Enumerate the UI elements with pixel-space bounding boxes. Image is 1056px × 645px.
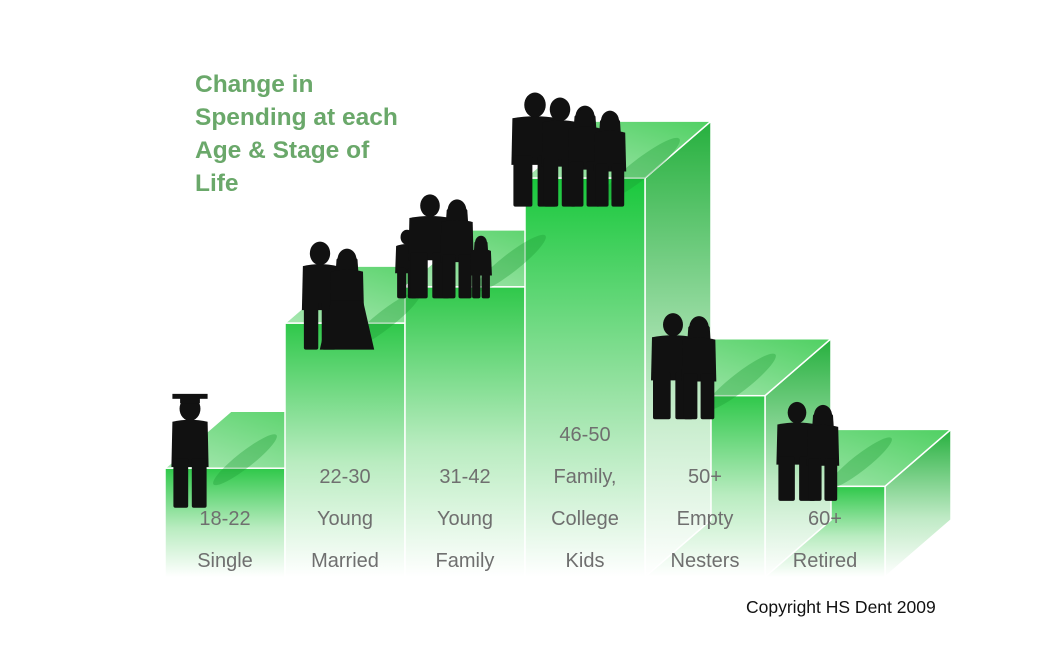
bar-label-line: Empty [677,508,734,530]
bar-label: 31-42 Young Family [436,466,495,572]
bar-label: 22-30 Young Married [311,466,379,572]
bar-label: 18-22 Single [197,508,253,572]
bar-label-line: 46-50 [559,424,610,446]
copyright-text: Copyright HS Dent 2009 [746,597,936,617]
bar-front-face [524,177,646,578]
title-line: Change in [195,71,314,98]
bar-label-line: Kids [566,550,605,572]
bar-label-line: 31-42 [439,466,490,488]
family-teens-silhouette-icon [511,92,680,207]
elderly-couple-silhouette-icon [776,401,892,501]
bar-label-line: Single [197,550,253,572]
bar-label-line: 18-22 [199,508,250,530]
title-line: Life [195,170,239,197]
bar-label-line: College [551,508,619,530]
bar-label-line: Family [436,550,495,572]
bar-label-line: Nesters [671,550,740,572]
bar-label-line: Family, [554,466,617,488]
bar-label: 46-50 Family, College Kids [551,424,619,572]
bride-groom-silhouette-icon [301,241,421,350]
chart-title: Change in Spending at each Age & Stage o… [195,68,455,200]
young-family-silhouette-icon [395,194,546,299]
bar-label: 50+ Empty Nesters [671,466,740,572]
bar-label-line: Young [437,508,493,530]
bar-label-line: 22-30 [319,466,370,488]
bar-front-face [284,322,406,578]
bar-front-face [404,286,526,578]
bar-label-line: 60+ [808,508,842,530]
title-line: Spending at each [195,104,398,131]
bar-label-line: Married [311,550,379,572]
title-line: Age & Stage of [195,137,370,164]
bar-label-line: Retired [793,550,857,572]
graduate-silhouette-icon [171,393,277,508]
bar-label-line: 50+ [688,466,722,488]
couple-silhouette-icon [651,313,776,420]
bar-label-line: Young [317,508,373,530]
bar-label: 60+ Retired [793,508,857,572]
